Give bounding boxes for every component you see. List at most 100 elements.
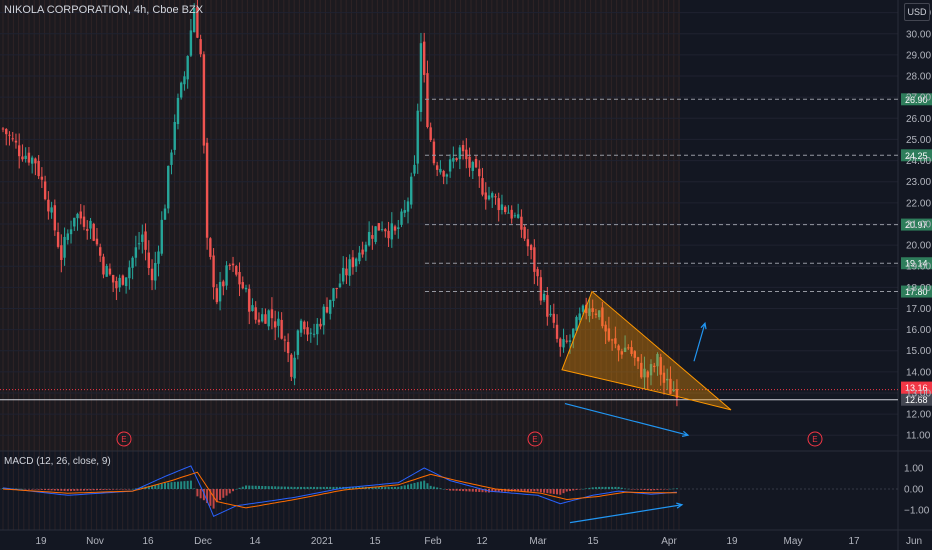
candle [47,199,50,212]
candle [435,165,439,170]
candle [319,323,322,327]
candle [34,158,37,164]
macd-histogram-bar [338,486,341,489]
macd-histogram-bar [400,486,403,489]
macd-histogram-bar [313,486,316,489]
macd-histogram-bar [601,486,604,489]
candle [111,274,115,283]
macd-histogram-bar [254,485,257,489]
candle [478,168,481,177]
price-tick: 26.00 [906,114,931,125]
macd-histogram-bar [416,482,419,489]
candle [484,192,487,200]
candle [377,223,381,231]
macd-histogram-bar [2,487,4,489]
candle [286,342,290,354]
time-tick: Jun [906,536,922,547]
macd-histogram-bar [377,486,380,489]
macd-histogram-bar [176,481,179,489]
price-label-bg [901,149,932,162]
time-tick: 2021 [311,536,334,547]
macd-histogram-bar [556,489,559,495]
macd-histogram-bar [164,483,166,489]
time-tick: 15 [587,536,599,547]
macd-histogram-bar [128,489,131,490]
candle [494,196,497,198]
currency-button[interactable]: USD [904,3,930,21]
candle [173,122,176,150]
candle [73,217,76,227]
candle [500,204,504,210]
candle [241,282,244,289]
macd-histogram-bar [578,489,581,490]
candle [212,255,215,288]
macd-histogram-bar [624,488,627,490]
macd-histogram-bar [154,484,157,489]
macd-histogram-bar [445,489,448,490]
price-tick: 22.00 [906,198,931,209]
macd-histogram-bar [296,486,299,489]
candle [533,247,536,272]
macd-histogram-bar [381,486,384,489]
candle [578,313,581,321]
candle [170,152,173,165]
macd-histogram-bar [134,488,137,489]
candle [565,340,568,342]
macd-histogram-bar [183,481,186,489]
candle [338,283,342,288]
candle [306,327,309,335]
macd-histogram-bar [423,480,426,489]
macd-histogram-bar [617,486,620,489]
candle [176,97,180,125]
macd-histogram-bar [277,486,280,489]
macd-histogram-bar [118,489,121,490]
candle [92,223,95,241]
macd-histogram-bar [189,480,192,489]
macd-histogram-bar [646,489,649,491]
time-tick: May [784,536,803,547]
macd-histogram-bar [559,489,562,495]
macd-histogram-bar [452,489,455,491]
macd-histogram-bar [536,489,539,492]
macd-histogram-bar [60,489,63,491]
macd-histogram-bar [31,489,34,490]
candle [552,313,555,323]
macd-histogram-bar [407,484,409,489]
macd-histogram-bar [47,489,50,491]
candle [542,293,546,301]
macd-histogram-bar [303,486,306,489]
candle [406,201,410,212]
arrow-up-macd [569,504,683,524]
earnings-marker [807,431,823,447]
macd-histogram-bar [497,489,500,492]
candle [63,236,66,258]
macd-histogram-bar [523,489,526,492]
candle [581,305,585,312]
macd-histogram-bar [306,486,309,489]
macd-histogram-bar [238,487,241,489]
candle [8,134,11,136]
candle [257,319,261,323]
candle [549,313,552,316]
candle [264,314,267,324]
macd-histogram-bar [105,489,108,490]
time-tick: 19 [726,536,738,547]
macd-histogram-bar [355,486,358,489]
candle [358,252,361,262]
macd-histogram-bar [83,489,85,491]
macd-histogram-bar [121,489,124,490]
candle [40,176,44,180]
candle [481,178,484,195]
candle [66,233,69,240]
candle [69,229,73,235]
macd-histogram-bar [672,488,675,490]
candle [627,347,630,349]
time-tick: 16 [142,536,154,547]
macd-histogram-bar [659,489,662,490]
macd-histogram-bar [387,486,390,489]
time-tick: 14 [249,536,261,547]
macd-histogram-bar [79,489,82,491]
macd-histogram-bar [332,486,335,489]
candle [167,165,170,209]
